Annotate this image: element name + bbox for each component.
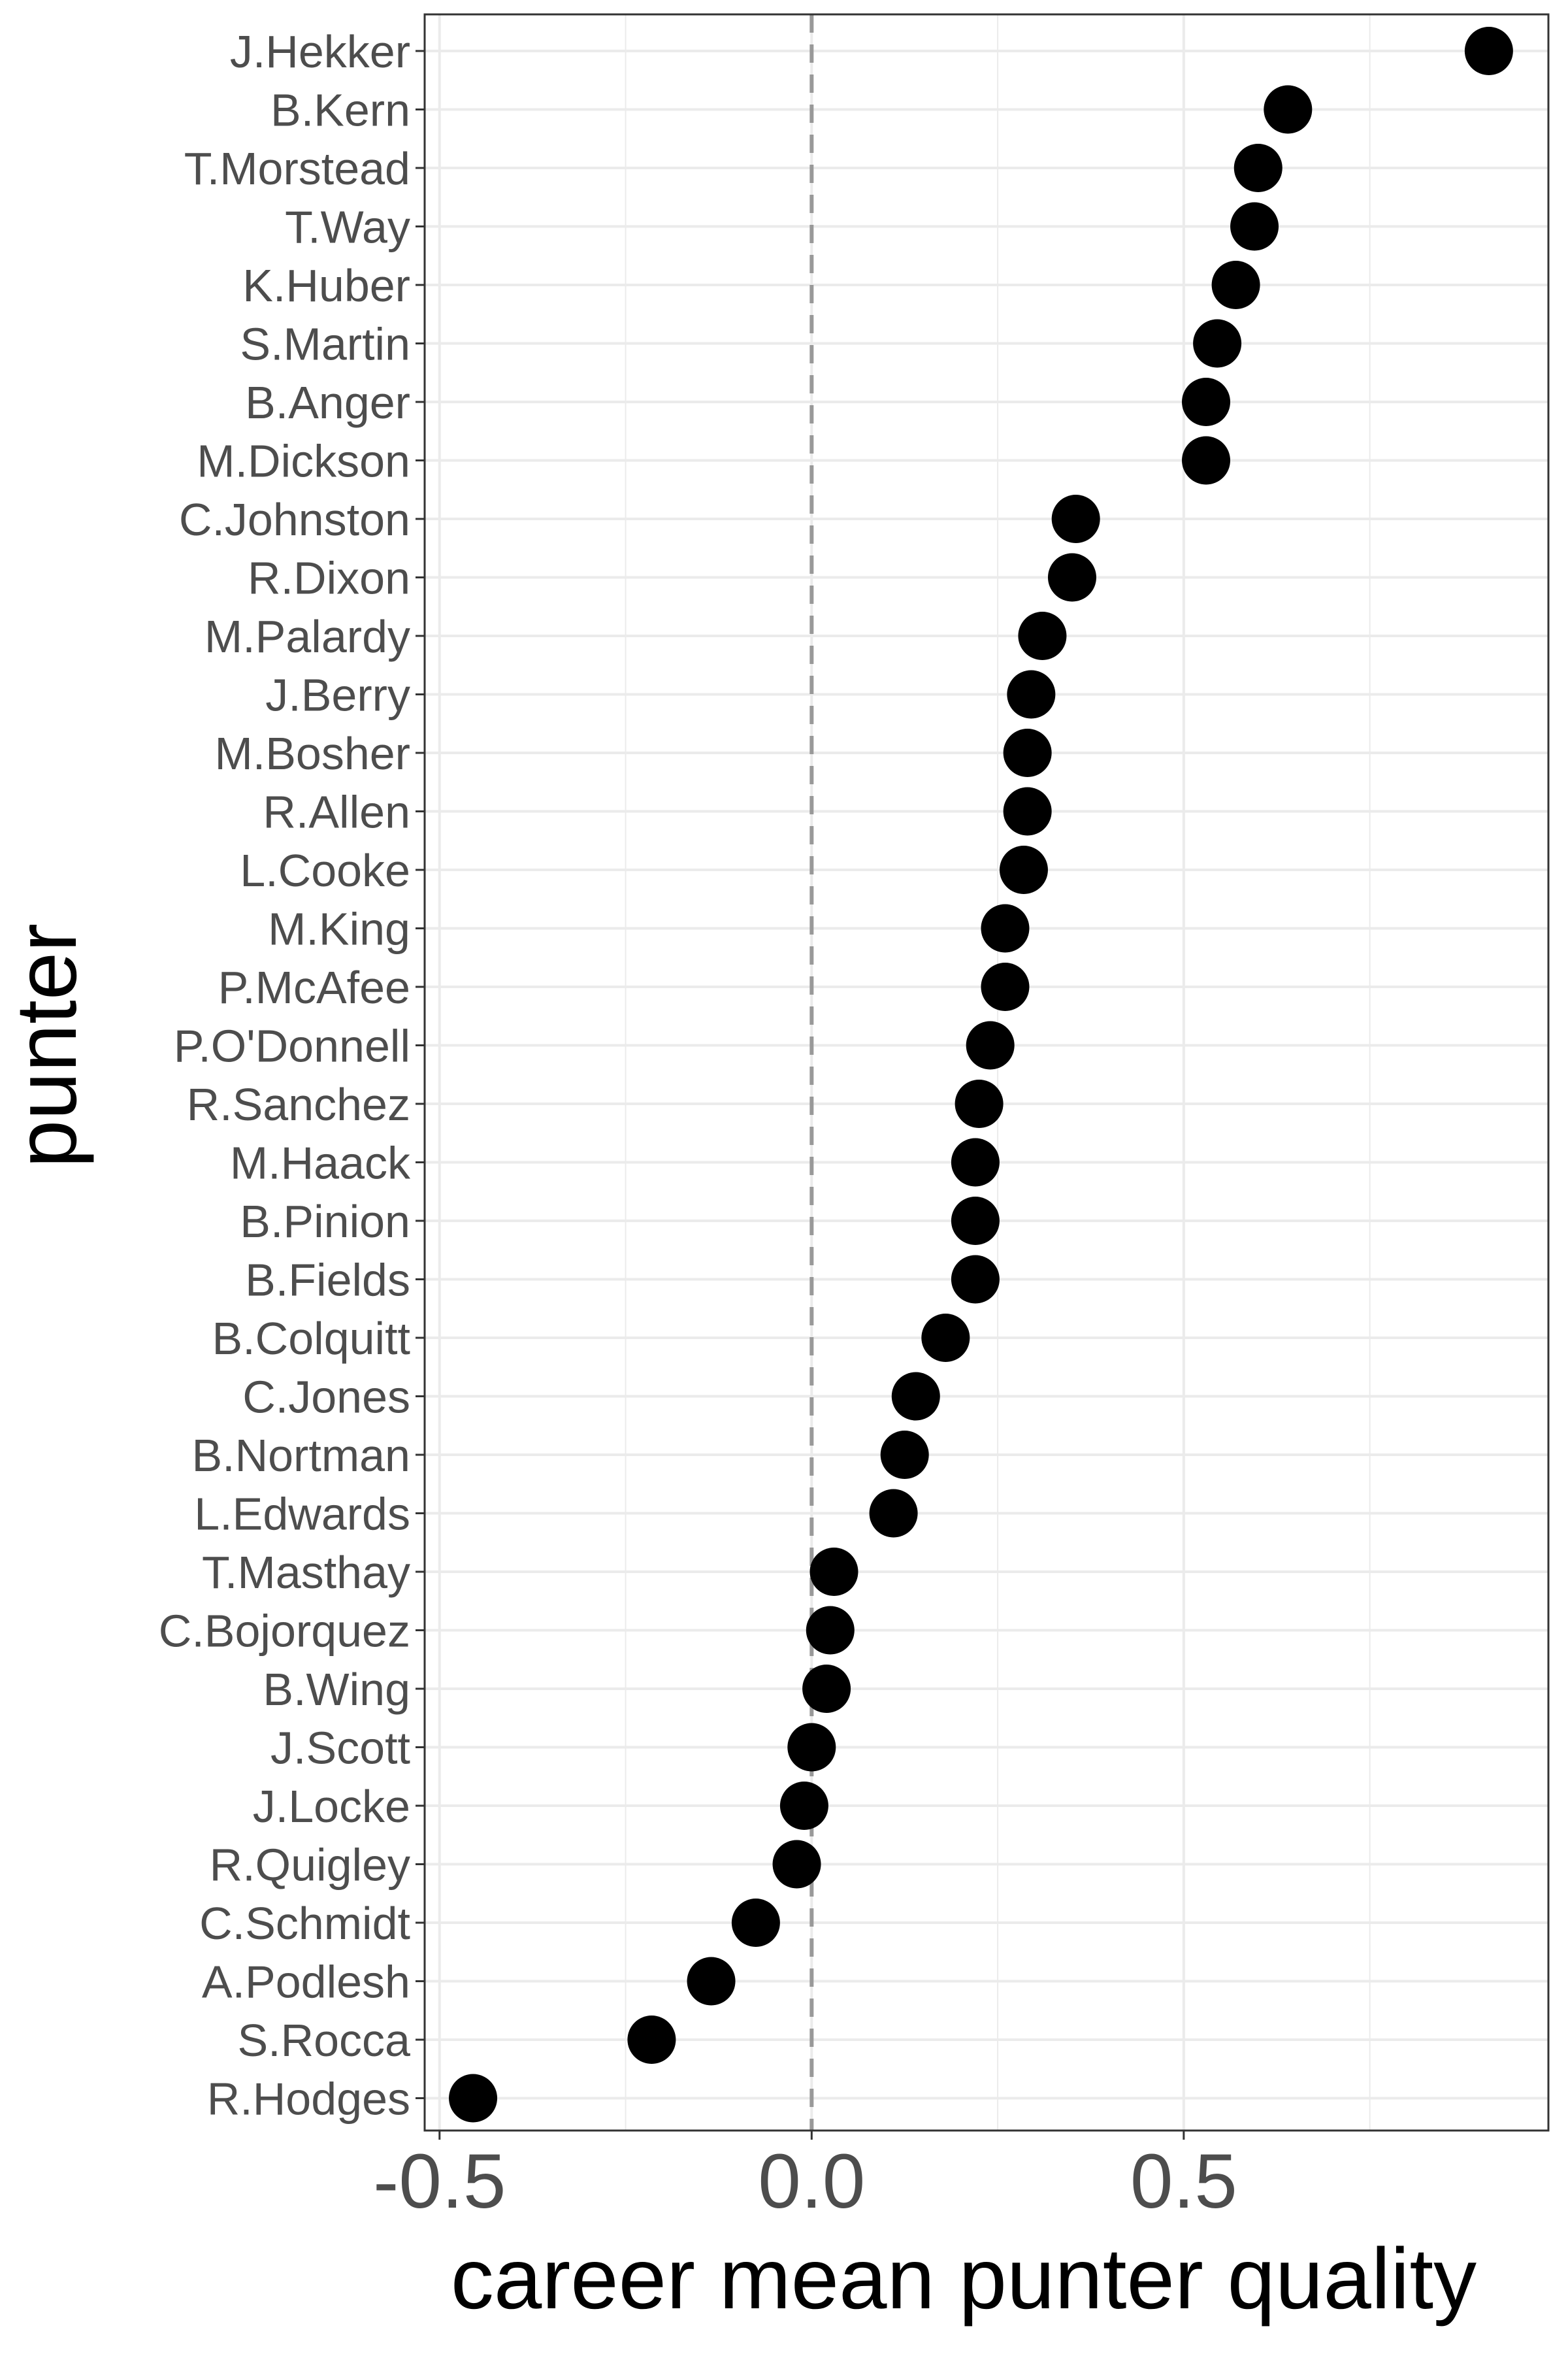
data-point [1264,85,1313,134]
data-point [1051,495,1100,543]
x-axis-title: career mean punter quality [451,2231,1477,2327]
y-tick-label: T.Masthay [202,1547,410,1598]
data-point [1182,436,1231,485]
y-tick-label: K.Huber [242,260,410,311]
data-point [627,2016,676,2064]
data-point [891,1372,940,1421]
data-point [880,1431,929,1479]
y-tick-label: L.Edwards [194,1489,410,1540]
y-tick-label: B.Colquitt [212,1313,410,1364]
y-tick-label: B.Nortman [191,1430,410,1481]
data-point [809,1548,858,1596]
data-point [999,846,1048,894]
data-point [787,1723,836,1772]
data-point [731,1899,780,1947]
y-tick-label: B.Wing [263,1664,410,1715]
y-tick-label: C.Bojorquez [159,1606,410,1657]
y-tick-label: C.Schmidt [199,1898,410,1949]
data-point [951,1255,1000,1304]
data-point [1007,670,1056,719]
y-tick-label: J.Locke [253,1781,410,1832]
data-point [1233,144,1282,192]
y-tick-label: R.Allen [263,787,410,838]
data-point [921,1314,970,1362]
x-axis-ticks: -0.5 0.0 0.5 [373,2131,1237,2225]
data-point [981,963,1030,1011]
y-tick-label: B.Pinion [240,1196,410,1247]
y-tick-label: J.Hekker [230,26,410,77]
data-point [1003,729,1052,777]
data-point [981,904,1030,953]
y-tick-label: P.McAfee [218,962,410,1013]
y-tick-label: B.Kern [270,85,410,136]
data-point [779,1782,828,1830]
data-point [1193,319,1242,368]
data-point [951,1197,1000,1245]
y-tick-label: T.Morstead [184,143,410,194]
data-point [951,1138,1000,1187]
data-point [802,1665,851,1713]
x-tick-label: 0.5 [1130,2138,1237,2225]
data-point [1230,202,1279,251]
y-tick-label: L.Cooke [240,845,410,896]
data-point [1047,553,1096,602]
data-point [772,1840,821,1889]
y-tick-label: C.Johnston [179,494,410,545]
y-tick-label: M.Dickson [197,436,410,487]
y-tick-label: J.Scott [270,1723,410,1774]
y-tick-label: P.O'Donnell [174,1021,410,1072]
y-tick-label: S.Rocca [237,2015,410,2066]
y-tick-label: R.Dixon [248,553,410,604]
data-point [955,1080,1004,1128]
data-point [1464,27,1513,75]
data-point [806,1606,855,1655]
x-tick-label: -0.5 [373,2138,506,2225]
data-point [869,1489,918,1538]
data-point [1018,612,1067,660]
data-point [449,2074,498,2123]
data-points [449,27,1513,2123]
y-tick-label: B.Fields [245,1255,410,1306]
y-tick-label: A.Podlesh [202,1957,410,2008]
y-tick-label: R.Hodges [207,2074,410,2125]
y-tick-label: C.Jones [242,1372,410,1423]
y-tick-label: T.Way [285,202,410,253]
y-axis-title: punter [0,923,94,1168]
y-tick-label: J.Berry [265,670,410,721]
y-tick-label: R.Quigley [210,1840,410,1891]
data-point [1211,261,1260,309]
y-tick-label: S.Martin [240,319,410,370]
x-tick-label: 0.0 [758,2138,865,2225]
data-point [687,1957,736,2006]
panel-border [423,13,1550,2132]
data-point [1182,378,1231,426]
y-axis-ticks: J.Hekker B.Kern T.Morstead T.Way K.Huber S.Ma… [159,26,425,2125]
data-point [1003,787,1052,836]
y-tick-label: M.Haack [230,1138,411,1189]
y-tick-label: B.Anger [245,377,410,428]
data-point [966,1021,1015,1070]
y-tick-label: M.King [268,904,410,955]
y-tick-label: R.Sanchez [187,1079,410,1130]
y-tick-label: M.Bosher [214,728,410,779]
y-tick-label: M.Palardy [204,611,410,662]
